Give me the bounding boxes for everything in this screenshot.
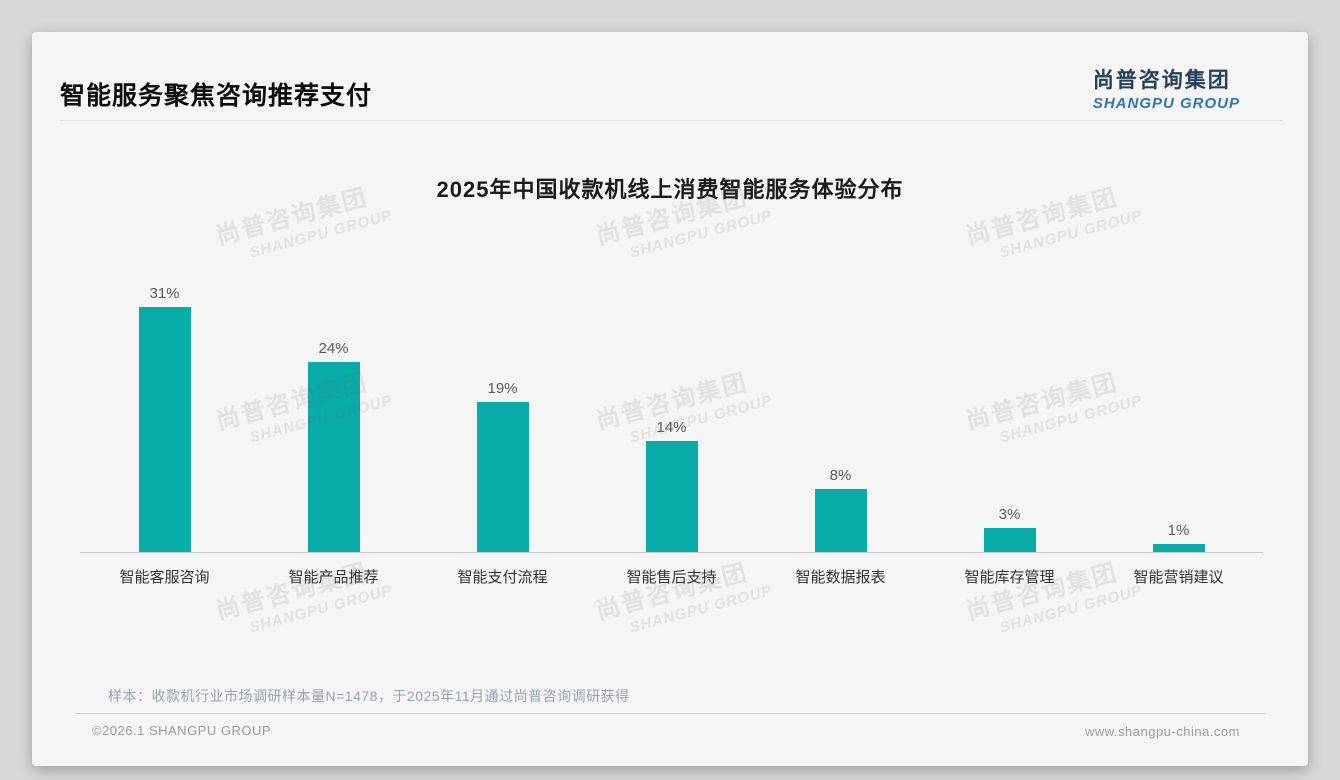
bar-value-label: 19% <box>487 380 518 397</box>
category-label: 智能营销建议 <box>1133 569 1224 586</box>
bar-value-label: 31% <box>149 285 180 302</box>
bar <box>1152 544 1205 552</box>
bar <box>814 489 867 552</box>
category-label: 智能数据报表 <box>795 569 886 586</box>
bar-value-label: 14% <box>656 419 687 436</box>
bar <box>476 402 529 552</box>
bar <box>645 441 698 552</box>
chart-column: 24% <box>249 340 418 552</box>
category-label: 智能支付流程 <box>457 569 548 586</box>
logo-cn-text: 尚普咨询集团 <box>1092 69 1231 92</box>
chart-column: 1% <box>1094 522 1263 552</box>
category-label: 智能售后支持 <box>626 569 717 586</box>
watermark: 尚普咨询集团 SHANGPU GROUP <box>961 543 1158 643</box>
chart-category-axis: 智能客服咨询 智能产品推荐 智能支付流程 智能售后支持 智能数据报表 智能库存管理 智能营销… <box>80 566 1263 587</box>
chart-bars: 31% 24% 19% 14% 8% 3% 1% <box>80 273 1263 553</box>
chart-column: 31% <box>80 285 249 552</box>
chart-title: 2025年中国收款机线上消费智能服务体验分布 <box>436 177 904 202</box>
chart-column: 14% <box>587 419 756 552</box>
logo-en-text: SHANGPU GROUP <box>1092 95 1240 112</box>
watermark: 尚普咨询集团 SHANGPU GROUP <box>591 543 788 643</box>
watermark-en-text: SHANGPU GROUP <box>247 581 395 637</box>
watermark-en-text: SHANGPU GROUP <box>627 206 775 262</box>
category-label: 智能客服咨询 <box>119 569 210 586</box>
chart-column: 19% <box>418 380 587 552</box>
bar <box>307 362 360 552</box>
page-title: 智能服务聚焦咨询推荐支付 <box>60 82 373 110</box>
bar <box>138 307 191 552</box>
bar-value-label: 3% <box>998 506 1021 523</box>
slide-card: 智能服务聚焦咨询推荐支付 尚普咨询集团 SHANGPU GROUP 2025年中… <box>32 32 1308 766</box>
watermark: 尚普咨询集团 SHANGPU GROUP <box>211 543 408 643</box>
watermark-en-text: SHANGPU GROUP <box>627 581 775 637</box>
header-divider <box>60 120 1282 121</box>
watermark-en-text: SHANGPU GROUP <box>247 206 395 262</box>
footer-divider <box>75 713 1265 714</box>
footer-website: www.shangpu-china.com <box>1084 724 1240 739</box>
bar <box>983 528 1036 552</box>
company-logo: 尚普咨询集团 SHANGPU GROUP <box>1093 64 1240 112</box>
bar-value-label: 24% <box>318 340 349 357</box>
bar-value-label: 1% <box>1167 522 1190 539</box>
category-label: 智能产品推荐 <box>288 569 379 586</box>
bar-value-label: 8% <box>829 467 852 484</box>
footer-copyright: ©2026.1 SHANGPU GROUP <box>92 723 272 738</box>
chart-column: 8% <box>756 467 925 552</box>
sample-note: 样本：收款机行业市场调研样本量N=1478，于2025年11月通过尚普咨询调研获… <box>108 688 630 704</box>
chart-column: 3% <box>925 506 1094 552</box>
watermark-en-text: SHANGPU GROUP <box>997 581 1145 637</box>
category-label: 智能库存管理 <box>964 569 1055 586</box>
watermark-en-text: SHANGPU GROUP <box>997 206 1145 262</box>
